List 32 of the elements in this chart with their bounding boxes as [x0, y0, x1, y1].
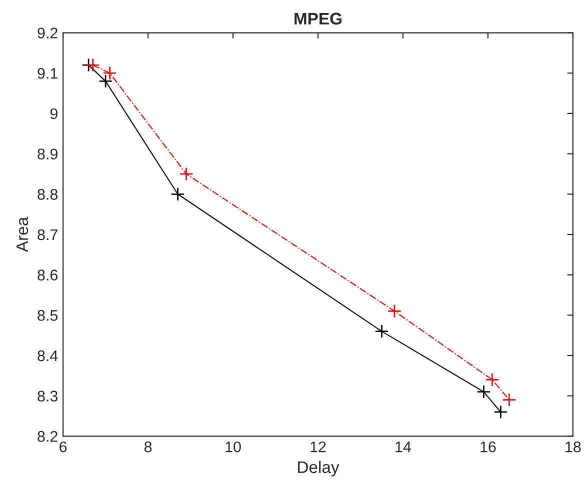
point	[494, 405, 508, 419]
point	[170, 187, 185, 202]
point	[388, 304, 402, 318]
x-tick-label: 18	[566, 441, 581, 452]
point	[476, 384, 491, 399]
y-tick-label: 8.3	[38, 390, 58, 402]
x-tick-label: 10	[226, 441, 241, 452]
point	[502, 392, 516, 407]
y-tick-label: 9.1	[38, 68, 58, 79]
chart-title: MPEG	[294, 12, 342, 25]
y-tick-label: 8.8	[38, 189, 58, 200]
x-tick-label: 16	[480, 441, 496, 452]
y-tick-label: 8.9	[38, 148, 58, 160]
y-tick-label: 8.5	[38, 310, 58, 321]
point	[485, 372, 500, 387]
x-tick-label: 14	[396, 442, 412, 452]
x-tick-label: 8	[144, 441, 152, 452]
x-axis-title: Delay	[298, 460, 340, 476]
y-axis-title: Area	[16, 216, 28, 252]
y-tick-label: 8.7	[38, 229, 58, 240]
point	[374, 324, 389, 338]
y-tick-label: 8.6	[38, 270, 58, 281]
point	[102, 66, 117, 80]
y-tick-label: 8.4	[38, 350, 58, 362]
x-tick-label: 6	[60, 441, 67, 452]
point	[98, 74, 113, 88]
y-tick-label: 9	[50, 108, 58, 120]
y-tick-label: 9.2	[38, 28, 58, 38]
point	[179, 167, 194, 181]
y-tick-label: 8.2	[38, 431, 58, 442]
point	[86, 58, 100, 72]
x-tick-label: 12	[310, 441, 326, 452]
